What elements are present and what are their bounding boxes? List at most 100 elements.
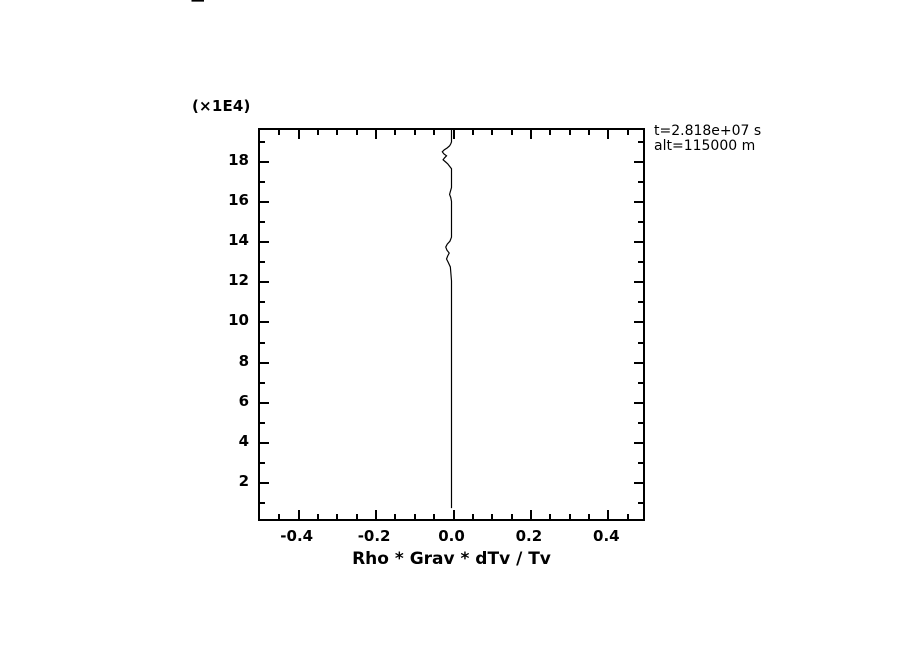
- y-tick-right-minor: [638, 501, 643, 504]
- y-tick-right-minor: [638, 461, 643, 464]
- y-tick-label: 4: [238, 431, 249, 450]
- y-tick-major: [260, 401, 269, 404]
- x-axis-title: Rho * Grav * dTv / Tv: [352, 549, 551, 569]
- x-tick-top-major: [375, 130, 378, 139]
- x-tick-major: [297, 510, 300, 519]
- data-series-line: [441, 130, 453, 509]
- y-tick-label: 18: [228, 151, 249, 170]
- x-tick-minor: [587, 514, 590, 519]
- x-tick-label: 0.4: [593, 527, 620, 545]
- y-tick-right-minor: [638, 261, 643, 264]
- x-tick-minor: [510, 514, 513, 519]
- x-tick-top-major: [452, 130, 455, 139]
- x-tick-top-minor: [413, 130, 416, 135]
- x-tick-top-major: [529, 130, 532, 139]
- y-tick-right-major: [634, 281, 643, 284]
- y-tick-right-minor: [638, 421, 643, 424]
- y-tick-right-major: [634, 481, 643, 484]
- y-tick-minor: [260, 501, 265, 504]
- x-tick-minor: [394, 514, 397, 519]
- y-tick-major: [260, 201, 269, 204]
- x-tick-top-minor: [568, 130, 571, 135]
- y-tick-major: [260, 281, 269, 284]
- y-tick-minor: [260, 421, 265, 424]
- y-tick-label: 8: [238, 351, 249, 370]
- x-tick-minor: [433, 514, 436, 519]
- annotation-time: t=2.818e+07 s: [654, 123, 762, 139]
- x-tick-top-minor: [626, 130, 629, 135]
- y-tick-major: [260, 241, 269, 244]
- y-tick-major: [260, 361, 269, 364]
- x-tick-top-minor: [336, 130, 339, 135]
- y-tick-right-major: [634, 161, 643, 164]
- x-tick-label: -0.2: [357, 527, 391, 545]
- x-tick-top-minor: [587, 130, 590, 135]
- x-tick-minor: [491, 514, 494, 519]
- x-tick-label: 0.0: [438, 527, 465, 545]
- y-tick-right-major: [634, 441, 643, 444]
- y-axis-title: Height [m]: [189, 0, 209, 148]
- y-tick-label: 6: [238, 391, 249, 410]
- y-tick-minor: [260, 261, 265, 264]
- x-tick-minor: [413, 514, 416, 519]
- y-tick-right-major: [634, 321, 643, 324]
- x-tick-top-minor: [355, 130, 358, 135]
- x-tick-major: [375, 510, 378, 519]
- annotation-block: t=2.818e+07 s alt=115000 m: [654, 124, 761, 154]
- y-tick-minor: [260, 341, 265, 344]
- y-tick-right-minor: [638, 381, 643, 384]
- data-curve-svg: [441, 130, 453, 509]
- y-tick-label: 16: [228, 191, 249, 210]
- x-tick-top-minor: [471, 130, 474, 135]
- x-tick-top-major: [607, 130, 610, 139]
- plot-frame: [258, 128, 645, 521]
- x-tick-top-minor: [433, 130, 436, 135]
- x-tick-minor: [336, 514, 339, 519]
- x-tick-label: -0.4: [280, 527, 314, 545]
- y-tick-minor: [260, 221, 265, 224]
- x-tick-top-minor: [549, 130, 552, 135]
- x-tick-top-minor: [510, 130, 513, 135]
- y-tick-minor: [260, 301, 265, 304]
- x-tick-major: [452, 510, 455, 519]
- y-tick-right-major: [634, 201, 643, 204]
- y-tick-right-major: [634, 401, 643, 404]
- y-tick-label: 12: [228, 271, 249, 290]
- x-tick-minor: [317, 514, 320, 519]
- x-tick-minor: [549, 514, 552, 519]
- y-tick-minor: [260, 461, 265, 464]
- y-tick-minor: [260, 181, 265, 184]
- x-tick-top-minor: [317, 130, 320, 135]
- y-tick-right-major: [634, 361, 643, 364]
- y-tick-label: 2: [238, 471, 249, 490]
- x-tick-minor: [568, 514, 571, 519]
- x-tick-minor: [626, 514, 629, 519]
- y-tick-minor: [260, 381, 265, 384]
- annotation-altitude: alt=115000 m: [654, 138, 756, 154]
- y-tick-major: [260, 321, 269, 324]
- x-tick-major: [607, 510, 610, 519]
- y-tick-label: 10: [228, 311, 249, 330]
- y-tick-right-minor: [638, 141, 643, 144]
- y-tick-right-minor: [638, 181, 643, 184]
- y-tick-right-minor: [638, 301, 643, 304]
- y-axis-multiplier-label: (×1E4): [192, 97, 251, 115]
- y-tick-minor: [260, 141, 265, 144]
- x-tick-minor: [278, 514, 281, 519]
- y-tick-major: [260, 441, 269, 444]
- x-tick-label: 0.2: [515, 527, 543, 545]
- y-tick-major: [260, 481, 269, 484]
- y-tick-right-major: [634, 241, 643, 244]
- y-tick-right-minor: [638, 221, 643, 224]
- x-tick-top-major: [297, 130, 300, 139]
- x-tick-minor: [471, 514, 474, 519]
- y-tick-major: [260, 161, 269, 164]
- x-tick-top-minor: [491, 130, 494, 135]
- y-tick-label: 14: [228, 231, 249, 250]
- x-tick-major: [529, 510, 532, 519]
- x-tick-top-minor: [394, 130, 397, 135]
- x-tick-minor: [355, 514, 358, 519]
- x-tick-top-minor: [278, 130, 281, 135]
- y-tick-right-minor: [638, 341, 643, 344]
